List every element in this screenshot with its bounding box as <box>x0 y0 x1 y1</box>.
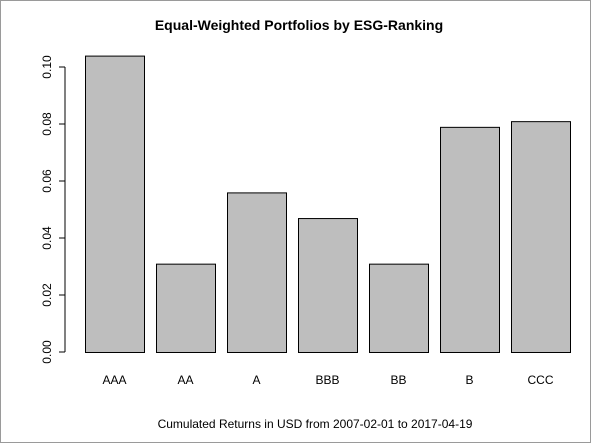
x-tick-label: BBB <box>315 373 339 387</box>
y-tick-label: 0.00 <box>40 340 54 364</box>
bar-aaa <box>85 55 145 353</box>
y-tick-label: 0.04 <box>40 226 54 250</box>
x-tick-label: BB <box>390 373 406 387</box>
bar-a <box>227 192 287 353</box>
x-tick-label: CCC <box>528 373 554 387</box>
x-tick-labels: AAA AA A BBB BB B CCC <box>102 373 553 387</box>
y-tick-label: 0.06 <box>40 169 54 193</box>
bar-b <box>440 126 500 353</box>
bars <box>85 55 571 354</box>
bar-bb <box>369 263 429 353</box>
x-tick-label: B <box>465 373 473 387</box>
y-tick-label: 0.10 <box>40 55 54 79</box>
bar-aa <box>156 263 216 353</box>
bar-ccc <box>511 121 571 354</box>
y-tick-label: 0.08 <box>40 112 54 136</box>
x-tick-label: AAA <box>102 373 126 387</box>
x-tick-label: A <box>252 373 260 387</box>
x-axis-label: Cumulated Returns in USD from 2007-02-01… <box>158 417 473 431</box>
chart-title: Equal-Weighted Portfolios by ESG-Ranking <box>155 17 443 33</box>
x-tick-label: AA <box>177 373 193 387</box>
bar-bbb <box>298 218 358 353</box>
y-tick-label: 0.02 <box>40 283 54 307</box>
y-axis: 0.00 0.02 0.04 0.06 0.08 0.10 <box>40 55 66 364</box>
